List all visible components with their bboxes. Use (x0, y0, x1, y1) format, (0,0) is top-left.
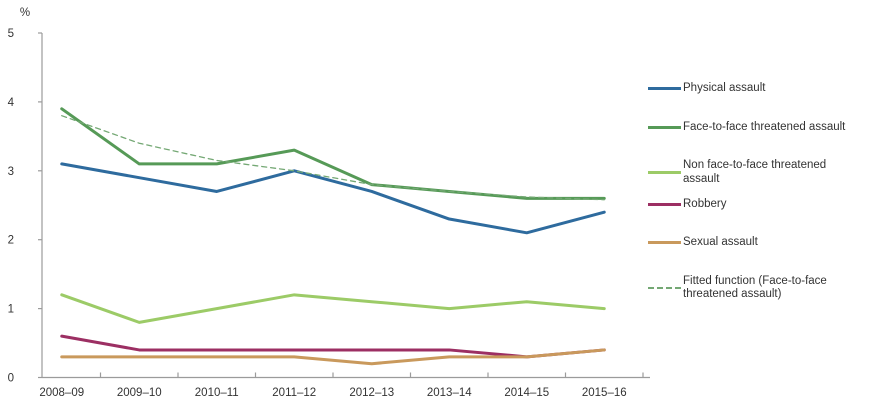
x-axis-tick-label: 2012–13 (349, 387, 394, 399)
y-axis-tick-label: 3 (8, 166, 14, 178)
x-axis-tick-label: 2013–14 (427, 387, 472, 399)
legend-swatch-non-face-to-face-threatened-assault (648, 171, 681, 174)
legend-swatch-sexual-assault (648, 241, 681, 245)
series-line-non-face-to-face-threatened-assault (60, 293, 606, 324)
legend-item-robbery: Robbery (648, 198, 726, 212)
legend-item-fitted-function-face-to-face-threatened-assault: Fitted function (Face-to-face threatened… (648, 275, 861, 302)
series-line-sexual-assault (60, 348, 606, 366)
legend-label-non-face-to-face-threatened-assault: Non face-to-face threatened assault (683, 159, 827, 185)
x-axis-tick-label: 2010–11 (195, 387, 239, 399)
y-axis-tick-label: 2 (8, 235, 14, 247)
legend-swatch-physical-assault (648, 87, 681, 91)
series-line-robbery (60, 334, 606, 359)
y-axis-tick-label: 4 (8, 97, 15, 109)
series-line-face-to-face-threatened-assault (60, 107, 606, 200)
legend-label-robbery: Robbery (683, 197, 727, 210)
legend-label-physical-assault: Physical assault (683, 82, 766, 94)
legend-swatch-robbery (648, 202, 681, 206)
x-axis-tick-label: 2008–09 (39, 387, 84, 399)
legend-swatch-fitted-function-face-to-face-threatened-assault (648, 287, 681, 289)
series-line-fitted-function-face-to-face-threatened-assault (61, 115, 605, 201)
legend-label-sexual-assault: Sexual assault (683, 236, 758, 248)
x-axis-tick-label: 2011–12 (272, 387, 316, 399)
y-axis-tick-label: 0 (8, 373, 14, 385)
x-axis-tick-label: 2015–16 (582, 387, 627, 399)
x-axis-tick-label: 2009–10 (117, 387, 162, 399)
line-chart: % 0 1 2 3 4 5 2008–09 2009–10 2010–11 2011–12 2012–… (8, 7, 650, 399)
y-axis-tick-label: 1 (8, 304, 14, 316)
legend-item-face-to-face-threatened-assault: Face-to-face threatened assault (648, 121, 845, 135)
y-axis-unit-label: % (20, 7, 30, 19)
legend-item-physical-assault: Physical assault (648, 82, 765, 96)
chart-legend: Physical assault Face-to-face threatened … (648, 0, 868, 413)
legend-item-sexual-assault: Sexual assault (648, 236, 758, 250)
legend-swatch-face-to-face-threatened-assault (648, 125, 681, 129)
legend-item-non-face-to-face-threatened-assault: Non face-to-face threatened assault (648, 159, 861, 186)
series-line-physical-assault (60, 162, 606, 235)
legend-label-face-to-face-threatened-assault: Face-to-face threatened assault (683, 120, 846, 133)
x-axis-tick-label: 2014–15 (504, 387, 549, 399)
y-axis-tick-label: 5 (8, 28, 14, 40)
legend-label-fitted-function-face-to-face-threatened-assault: Fitted function (Face-to-face threatened… (683, 274, 827, 301)
